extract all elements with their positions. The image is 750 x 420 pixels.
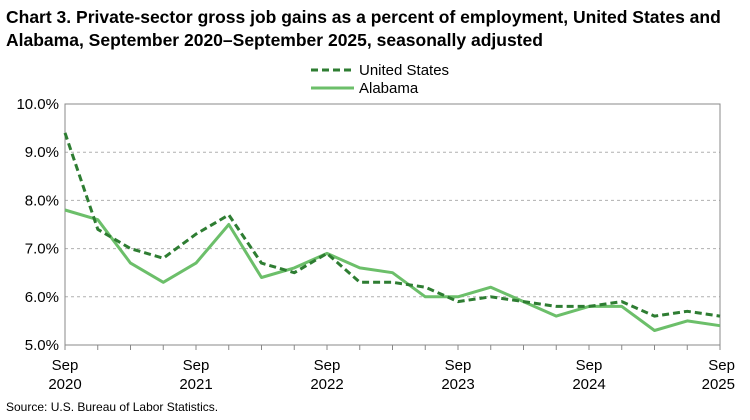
source-note: Source: U.S. Bureau of Labor Statistics. (6, 400, 219, 414)
x-tick-label-month: Sep (183, 357, 210, 374)
x-axis-tick-labels: Sep 2020 Sep 2021 Sep 2022 Sep 2023 Sep 2024 Sep 20… (48, 357, 735, 393)
x-tick-label-month: Sep (708, 357, 735, 374)
x-tick-label-year: 2020 (48, 376, 81, 393)
x-tick-label-year: 2021 (179, 376, 212, 393)
x-tick-label-year: 2022 (310, 376, 343, 393)
plot-frame (64, 103, 721, 346)
legend-label: Alabama (359, 80, 419, 97)
x-tick-label-year: 2023 (441, 376, 474, 393)
y-tick-label: 5.0% (25, 337, 59, 354)
legend-label: United States (359, 62, 449, 79)
axes (64, 103, 721, 350)
y-tick-label: 6.0% (25, 289, 59, 306)
x-tick-label-month: Sep (445, 357, 472, 374)
x-tick-label-month: Sep (314, 357, 341, 374)
y-axis-tick-labels: 5.0% 6.0% 7.0% 8.0% 9.0% 10.0% (16, 96, 59, 354)
x-tick-label-year: 2024 (572, 376, 605, 393)
chart-title: Chart 3. Private-sector gross job gains … (6, 7, 721, 50)
y-tick-label: 8.0% (25, 192, 59, 209)
x-tick-label-month: Sep (52, 357, 79, 374)
x-tick-label-month: Sep (576, 357, 603, 374)
y-tick-label: 9.0% (25, 144, 59, 161)
gridlines (65, 151, 720, 298)
series-line-united-states (63, 132, 721, 318)
y-tick-label: 10.0% (16, 96, 59, 113)
series-line-alabama (64, 208, 721, 332)
series-lines (63, 132, 721, 332)
x-tick-label-year: 2025 (702, 376, 735, 393)
y-tick-label: 7.0% (25, 241, 59, 258)
